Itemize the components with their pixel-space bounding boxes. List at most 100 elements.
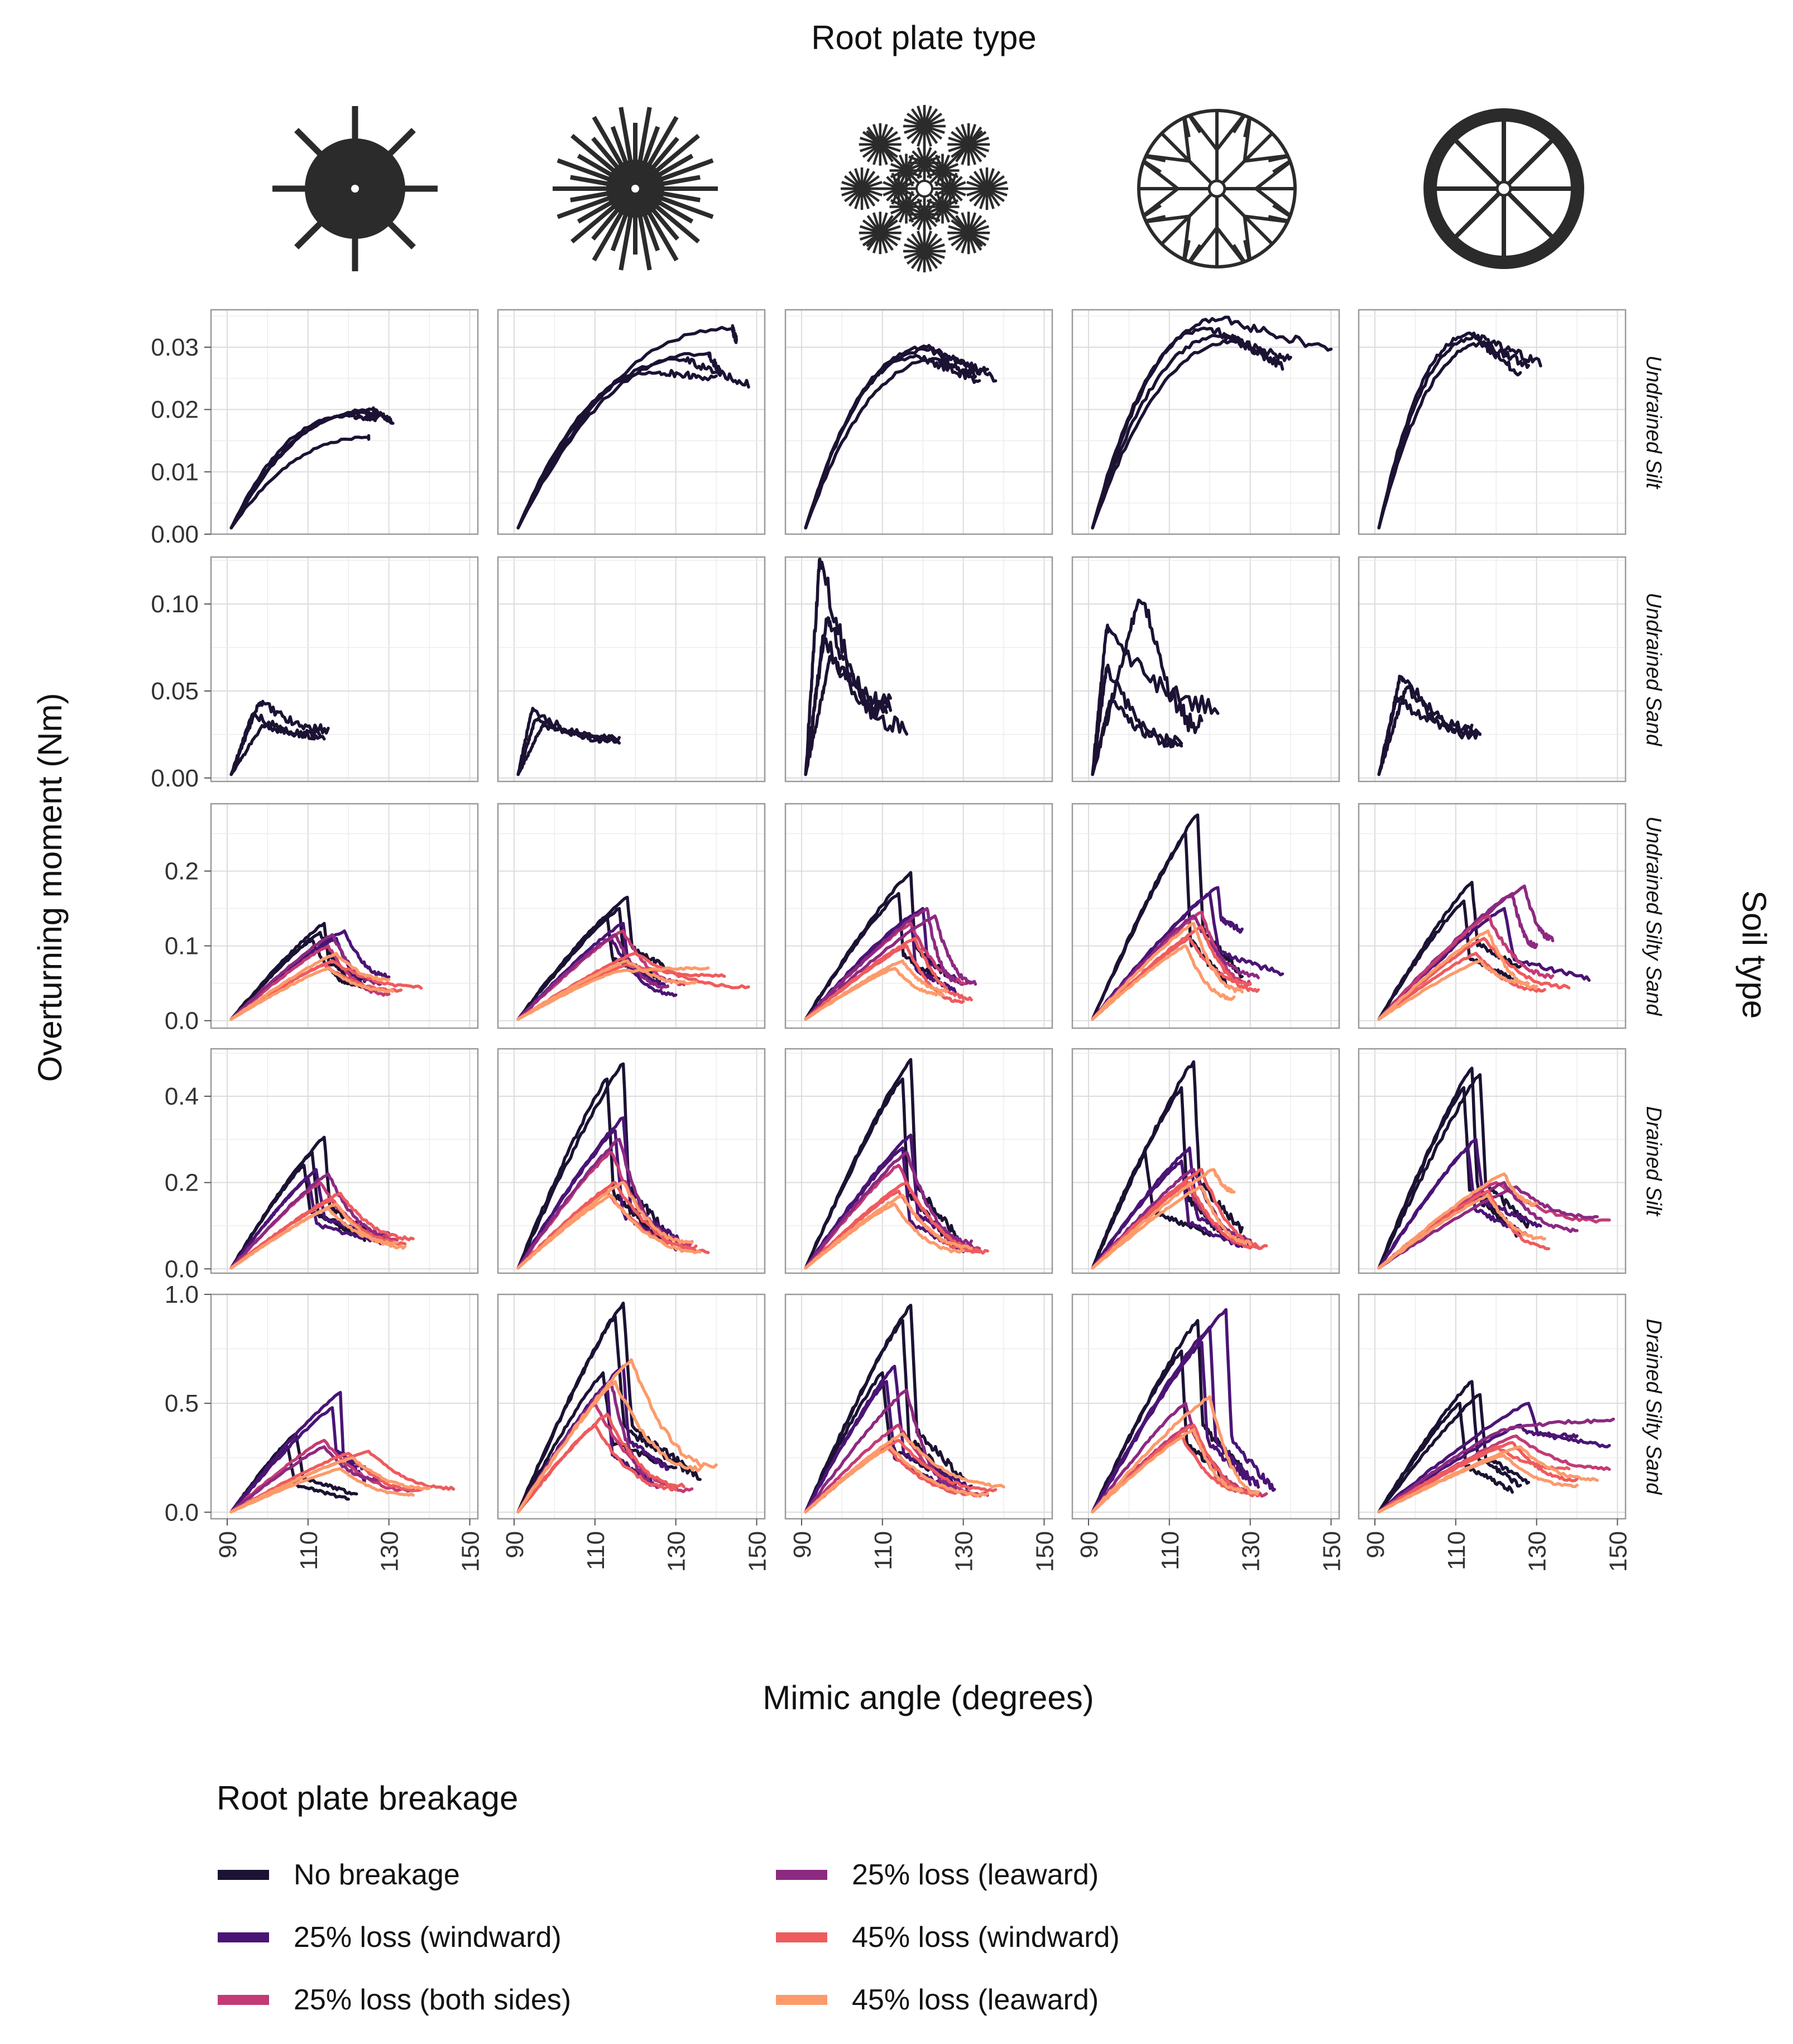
legend-item: 45% loss (leaward) <box>776 1984 1099 2016</box>
rosette-ray <box>924 207 941 216</box>
rosette-stem <box>923 188 983 247</box>
series-line <box>229 1438 415 1514</box>
series-line <box>229 410 382 530</box>
panel <box>784 803 1053 1029</box>
series-line <box>229 1163 358 1270</box>
series-line <box>1377 1086 1514 1270</box>
x-tick-label: 150 <box>457 1531 485 1572</box>
series-line <box>1377 1402 1514 1514</box>
panel-background <box>1359 1049 1626 1273</box>
panel <box>784 309 1053 535</box>
series-line <box>516 1194 702 1270</box>
series-line <box>804 1202 965 1270</box>
series-line <box>516 966 710 1021</box>
panel-border <box>1071 309 1340 535</box>
y-tick-label: 0.0 <box>165 1007 199 1035</box>
rosette-ray <box>880 225 901 234</box>
x-tick-label: 110 <box>582 1531 610 1570</box>
branch <box>1268 155 1289 162</box>
panel-background <box>1072 310 1339 534</box>
series-line <box>229 938 358 1021</box>
legend-item: 25% loss (windward) <box>218 1921 562 1954</box>
x-tick-label: 90 <box>1362 1531 1389 1558</box>
y-tick-label: 0.03 <box>151 334 199 361</box>
x-tick-label: 110 <box>1157 1531 1184 1570</box>
series-line <box>1377 1185 1599 1270</box>
panel-border <box>1071 803 1340 1029</box>
series-line <box>1091 1395 1260 1514</box>
x-tick-label: 130 <box>1238 1531 1265 1572</box>
series-line <box>516 707 621 776</box>
root-plate-icons <box>272 105 1584 272</box>
branch <box>1145 155 1166 162</box>
panel <box>1358 556 1627 783</box>
panel-background <box>1359 557 1626 781</box>
series-line <box>1377 695 1474 776</box>
panel-border <box>784 1293 1053 1520</box>
series-line <box>804 354 981 530</box>
legend-swatch <box>776 1932 827 1942</box>
series-line <box>804 1150 973 1270</box>
series-line <box>516 351 722 530</box>
series-line <box>229 1456 431 1514</box>
series-line <box>1377 1073 1530 1270</box>
legend-label: 25% loss (both sides) <box>294 1984 571 2016</box>
y-tick-label: 0.1 <box>165 933 199 960</box>
x-tick-label: 130 <box>951 1531 978 1572</box>
panel <box>497 1293 766 1520</box>
branch <box>1188 244 1202 263</box>
panel-border <box>497 1048 766 1274</box>
series-line <box>229 434 371 530</box>
y-tick-labels: 0.00 0.01 0.02 0.03 0.00 0.05 0.10 0.0 0.1 0.2 0.0… <box>151 334 211 1526</box>
branch <box>1188 114 1202 133</box>
x-tick-label: 150 <box>744 1531 771 1572</box>
series-line <box>1091 598 1204 776</box>
y-tick-label: 0.0 <box>165 1499 199 1526</box>
rosette-ray <box>924 243 945 253</box>
strip-label: Drained Silty Sand <box>1642 1319 1665 1496</box>
legend-swatch <box>218 1870 269 1880</box>
legend-label: No breakage <box>294 1859 460 1891</box>
panel <box>1358 1293 1627 1520</box>
x-tick-label: 110 <box>870 1531 897 1570</box>
panel <box>784 556 1053 783</box>
series-line <box>229 1452 423 1514</box>
branch <box>1243 117 1251 138</box>
panel-background <box>211 804 478 1028</box>
legend-label: 45% loss (windward) <box>852 1921 1120 1954</box>
panel-border <box>1358 1293 1627 1520</box>
series-line <box>804 967 945 1021</box>
series-line <box>804 1380 957 1514</box>
x-tick-label: 150 <box>1032 1531 1059 1572</box>
y-tick-label: 0.2 <box>165 858 199 885</box>
rosette-stem <box>866 188 926 247</box>
panel-border <box>784 556 1053 783</box>
rosette-stem <box>923 130 983 190</box>
panel-border <box>497 803 766 1029</box>
series-line <box>516 324 739 530</box>
series-line <box>1091 914 1260 1021</box>
x-tick-labels: 90 110 130 150 90 110 130 150 90 110 130 150 90 110 13… <box>214 1519 1632 1572</box>
series-line <box>516 1423 678 1514</box>
y-tick-label: 0.10 <box>151 591 199 618</box>
panel-background <box>498 310 765 534</box>
soil-type-strips: Undrained Silt Undrained Sand Undrained Si… <box>1642 356 1665 1496</box>
series-line <box>1377 334 1522 530</box>
panel <box>497 803 766 1029</box>
x-tick-label: 90 <box>1076 1531 1103 1558</box>
branch <box>1232 244 1246 263</box>
series-line <box>1091 338 1292 530</box>
series-line <box>516 1314 694 1514</box>
legend-label: 25% loss (leaward) <box>852 1859 1099 1891</box>
series-line <box>229 1177 382 1270</box>
panel <box>210 309 479 535</box>
y-tick-label: 0.00 <box>151 521 199 548</box>
series-line <box>1091 1341 1252 1514</box>
panel <box>210 803 479 1029</box>
branch <box>1243 239 1251 261</box>
strip-label: Undrained Sand <box>1642 593 1665 747</box>
legend-label: 45% loss (leaward) <box>852 1984 1099 2016</box>
series-line <box>516 959 698 1021</box>
panel-background <box>785 557 1052 781</box>
